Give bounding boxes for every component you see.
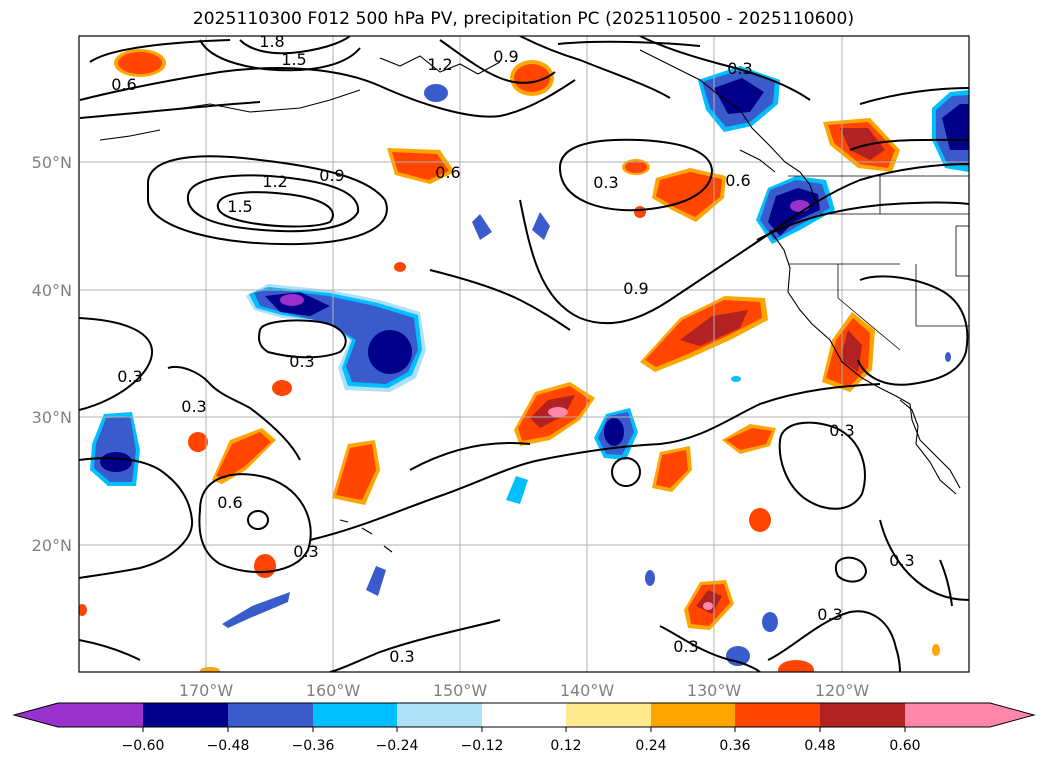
- precip-negative-blob: [698, 66, 780, 132]
- precip-positive-blob: [652, 446, 692, 492]
- pv-contour-label: 0.3: [829, 421, 854, 440]
- colorbar-tick-label: −0.48: [207, 738, 250, 754]
- colorbar-segment: [482, 703, 566, 727]
- colorbar-tick-label: 0.24: [635, 738, 666, 754]
- lon-label-130w: 130°W: [687, 681, 742, 700]
- colorbar-segment: [58, 703, 143, 727]
- lat-label-50n: 50°N: [32, 153, 72, 172]
- precip-positive-blob: [514, 382, 595, 446]
- pv-contour-labels: 1.8 1.5 1.2 0.9 0.6 0.3 0.9 1.2 1.5 0.6 …: [111, 32, 914, 666]
- colorbar-segment: [143, 703, 228, 727]
- pv-contour-label: 0.9: [623, 279, 648, 298]
- precip-positive-blob: [114, 49, 166, 77]
- pv-contour-label: 0.9: [319, 166, 344, 185]
- pv-contour-label: 0.3: [293, 542, 318, 561]
- pv-contour-label: 0.6: [111, 75, 136, 94]
- colorbar-extend-high: [990, 703, 1034, 727]
- lon-label-170w: 170°W: [179, 681, 234, 700]
- precip-positive-blob: [272, 262, 406, 396]
- lat-label-30n: 30°N: [32, 408, 72, 427]
- pv-contour-label: 1.8: [259, 32, 284, 51]
- colorbar-extend-low: [14, 703, 58, 727]
- lat-label-20n: 20°N: [32, 536, 72, 555]
- precip-positive-blob: [823, 118, 900, 172]
- latitude-labels: 50°N 40°N 30°N 20°N: [32, 153, 72, 555]
- longitude-labels: 170°W 160°W 150°W 140°W 130°W 120°W: [179, 681, 870, 700]
- pv-contour-label: 0.3: [389, 647, 414, 666]
- colorbar-segment: [313, 703, 397, 727]
- pv-contour-label: 0.3: [181, 397, 206, 416]
- colorbar-tick-label: −0.24: [376, 738, 419, 754]
- map-frame: [78, 35, 970, 673]
- pv-contour-label: 1.2: [427, 55, 452, 74]
- colorbar-tick-label: −0.60: [122, 738, 165, 754]
- lon-label-140w: 140°W: [560, 681, 615, 700]
- precip-negative-blob: [594, 408, 638, 460]
- colorbar-tick-label: −0.12: [461, 738, 504, 754]
- map-area: 1.8 1.5 1.2 0.9 0.6 0.3 0.9 1.2 1.5 0.6 …: [79, 32, 969, 672]
- precip-positive-blob: [622, 159, 726, 222]
- colorbar-tick-label: 0.48: [804, 738, 835, 754]
- lat-label-40n: 40°N: [32, 281, 72, 300]
- precip-positive-blob: [822, 312, 875, 392]
- precip-positive-blob: [79, 604, 940, 672]
- state-borders: [788, 175, 969, 351]
- precip-negative-blob: [932, 90, 969, 172]
- chart-title: 2025110300 F012 500 hPa PV, precipitatio…: [192, 9, 855, 29]
- colorbar-tick-label: 0.36: [719, 738, 750, 754]
- pv-contour-label: 0.3: [889, 551, 914, 570]
- colorbar: −0.60 −0.48 −0.36 −0.24 −0.12 0.12 0.24 …: [12, 702, 1036, 754]
- precip-negative-blob: [246, 284, 426, 392]
- pv-contour-label: 1.5: [227, 197, 252, 216]
- colorbar-outline: [12, 702, 1036, 728]
- pv-contour-label: 0.6: [725, 171, 750, 190]
- colorbar-tick-label: −0.36: [292, 738, 335, 754]
- precip-shading: [79, 49, 969, 672]
- coastlines: [99, 49, 961, 553]
- pv-contour-label: 0.3: [547, 645, 572, 664]
- pv-contour-label: 0.3: [817, 605, 842, 624]
- pv-contours: [79, 36, 969, 672]
- pv-contour-label: 1.2: [262, 172, 287, 191]
- pv-contour-label: 1.5: [281, 50, 306, 69]
- colorbar-segment: [735, 703, 820, 727]
- lon-label-150w: 150°W: [433, 681, 488, 700]
- colorbar-segment: [905, 703, 990, 727]
- colorbar-tick-label: 0.60: [889, 738, 920, 754]
- pv-contour-label: 0.3: [727, 59, 752, 78]
- precip-positive-blob: [254, 508, 771, 578]
- colorbar-segment: [820, 703, 905, 727]
- colorbar-segment: [228, 703, 313, 727]
- lon-label-160w: 160°W: [306, 681, 361, 700]
- lon-label-120w: 120°W: [815, 681, 870, 700]
- pv-contour-label: 0.3: [593, 173, 618, 192]
- grid-lines: [79, 36, 969, 672]
- precip-positive-blob: [188, 428, 276, 484]
- pv-contour-label: 0.6: [217, 493, 242, 512]
- pv-contour-label: 0.9: [493, 47, 518, 66]
- pv-contour-label: 0.3: [289, 352, 314, 371]
- pv-contour-label: 0.3: [673, 637, 698, 656]
- precip-positive-blob: [332, 440, 380, 505]
- precip-positive-blob: [510, 60, 554, 96]
- pv-contour-label: 0.6: [435, 163, 460, 182]
- colorbar-segment: [397, 703, 482, 727]
- colorbar-segment: [651, 703, 735, 727]
- precip-positive-blob: [684, 580, 734, 630]
- precip-positive-blob: [387, 148, 455, 184]
- colorbar-segment: [566, 703, 651, 727]
- precip-positive-blob: [722, 424, 776, 454]
- precip-negative-blob: [90, 412, 140, 486]
- pv-contour-label: 0.3: [117, 367, 142, 386]
- colorbar-tick-label: 0.12: [550, 738, 581, 754]
